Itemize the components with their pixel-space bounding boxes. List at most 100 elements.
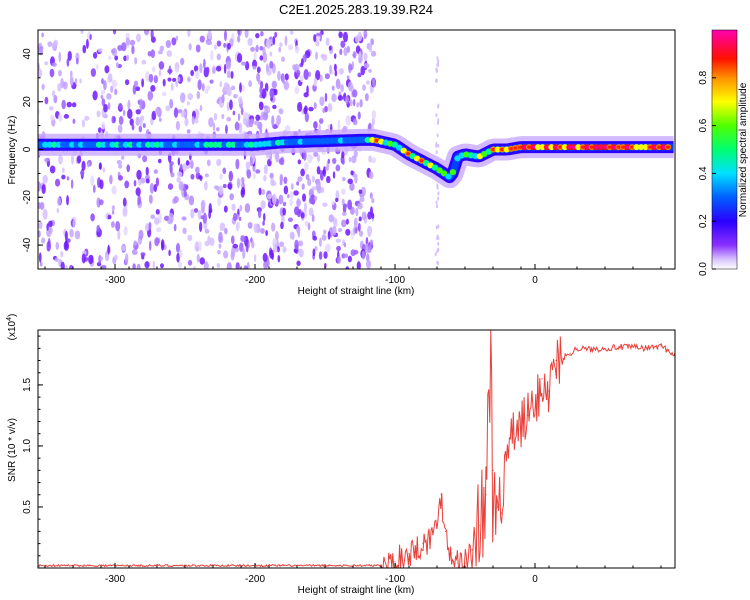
noise-speck [101,122,106,130]
ridge-blob [333,137,340,144]
noise-speck [282,246,287,253]
noise-speck [258,101,264,111]
ridge-peak [598,145,603,149]
noise-speck [435,113,438,118]
noise-speck [298,208,302,214]
ridge-blob [324,137,331,144]
noise-speck [256,66,261,74]
noise-speck [160,239,165,250]
noise-speck [178,181,184,191]
noise-speck [278,194,284,205]
noise-speck [180,110,186,118]
noise-speck [311,186,317,191]
noise-speck [177,76,181,82]
noise-speck [187,30,191,38]
noise-speck [276,245,280,253]
noise-speck [82,44,87,54]
snr-data-point [478,524,480,526]
noise-speck [39,261,43,267]
ridge-peak [522,145,527,149]
noise-speck [175,35,179,41]
snr-data-point [520,427,522,429]
noise-speck [294,206,300,216]
noise-speck [347,199,353,210]
noise-speck [231,246,236,258]
noise-speck [60,261,65,269]
noise-speck [435,200,438,205]
noise-speck [39,201,45,210]
noise-speck [287,217,293,223]
noise-speck [351,155,357,164]
snr-data-point [541,378,543,380]
noise-speck [284,35,288,46]
noise-speck [134,56,138,65]
noise-speck [341,151,345,158]
noise-speck [348,156,352,163]
noise-speck [126,54,130,61]
noise-speck [323,229,327,235]
noise-speck [114,254,118,260]
noise-speck [245,241,249,253]
noise-speck [66,176,70,181]
ridge-peak [518,145,523,149]
noise-speck [58,113,63,122]
x-tick-label: 0 [532,275,538,286]
snr-data-point [667,350,669,352]
y-tick-label: 0 [22,146,33,152]
noise-speck [110,221,115,228]
noise-speck [135,116,140,126]
ridge-blob [396,144,403,151]
spectrogram-x-ticks: -300 -200 -100 0 [44,264,662,286]
noise-speck [326,175,331,184]
snr-data-point [646,347,648,349]
noise-speck [99,256,104,261]
snr-data-point [450,552,452,554]
ridge-blob [207,141,215,148]
noise-speck [256,72,261,82]
noise-speck [51,62,57,67]
noise-speck [135,86,141,92]
ridge-blob [239,141,246,148]
noise-speck [204,180,208,191]
noise-speck [239,82,242,93]
ridge-blob [180,141,188,148]
ridge-blob [122,141,130,148]
noise-speck [149,182,155,194]
noise-speck [175,80,179,88]
ridge-blob [230,141,237,148]
ridge-blob [248,141,255,148]
noise-speck [63,114,70,119]
noise-speck [260,80,264,89]
noise-speck [186,129,191,134]
noise-speck [127,99,131,111]
noise-speck [236,53,243,63]
noise-speck [325,243,331,253]
noise-speck [132,249,138,255]
noise-speck [352,51,357,59]
noise-speck [223,205,228,213]
noise-speck [308,71,311,78]
noise-speck [61,99,66,110]
noise-speck [278,46,282,53]
noise-speck [155,227,162,233]
noise-speck [436,56,439,61]
noise-speck [68,264,74,269]
x-tick-label: -200 [245,275,265,286]
noise-speck [355,207,359,217]
x-tick-label: -200 [245,574,265,585]
noise-speck [81,119,85,128]
noise-speck [279,174,284,183]
noise-speck [281,56,285,62]
noise-speck [328,214,334,223]
noise-speck [90,175,95,187]
noise-speck [352,98,356,107]
noise-speck [236,177,240,189]
noise-speck [262,252,268,262]
noise-speck [371,109,377,120]
noise-speck [117,175,123,181]
noise-speck [166,50,172,57]
noise-speck [364,63,370,69]
ridge-blob [109,141,116,148]
noise-speck [198,175,203,180]
